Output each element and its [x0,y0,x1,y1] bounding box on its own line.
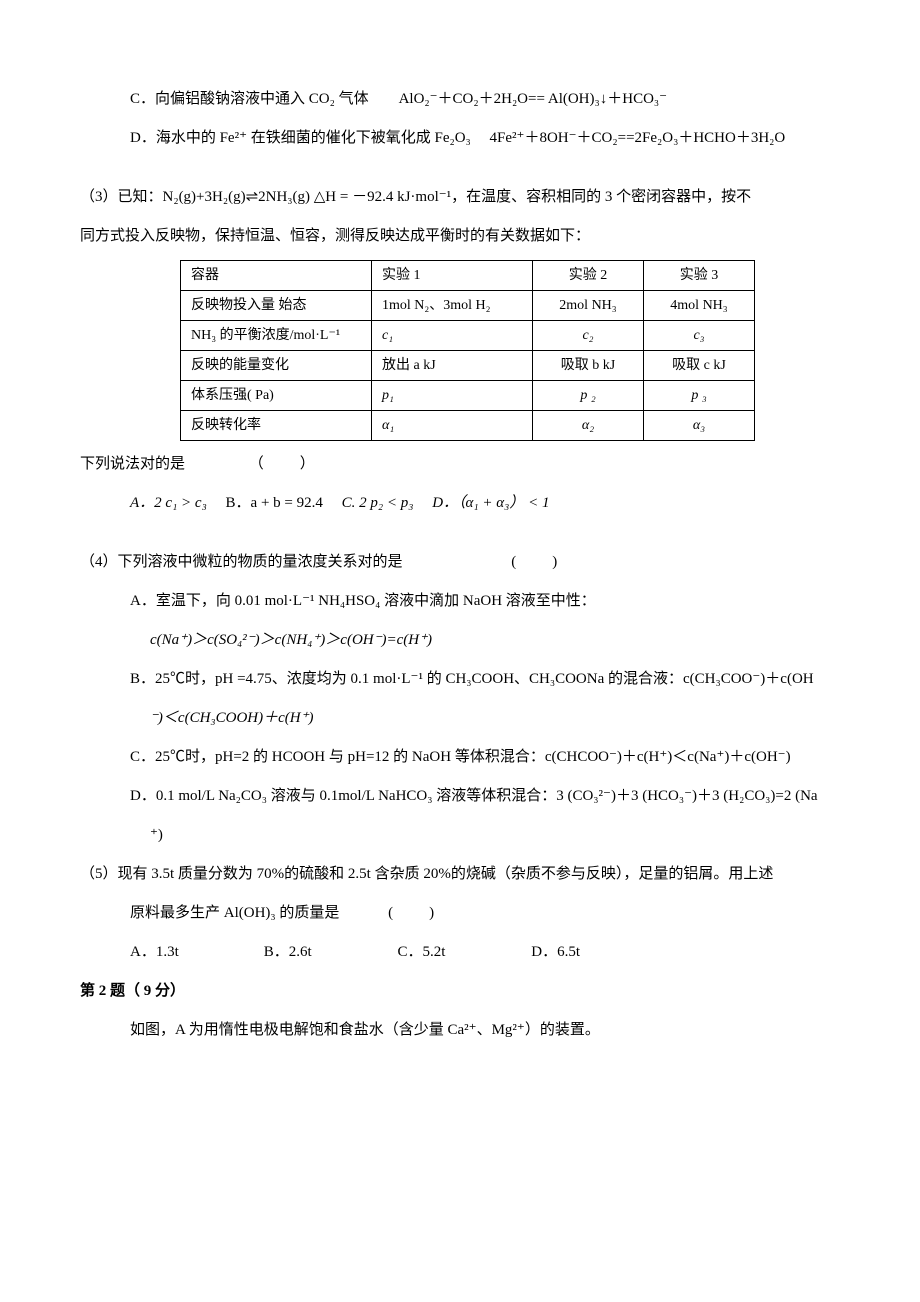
q3-option-b: B．a + b = 92.4 [226,484,323,523]
q3-options: A．2 c₁ > c₃ B．a + b = 92.4 C. 2 p₂ < p₃ … [80,484,840,523]
table-cell: 反映物投入量 始态 [181,291,372,321]
q3-option-a: A．2 c₁ > c₃ [130,484,207,523]
table-cell: p ₂ [533,381,644,411]
q5-option-c: C．5.2t [398,933,528,972]
section-2-body: 如图，A 为用惰性电极电解饱和食盐水（含少量 Ca²⁺、Mg²⁺）的装置。 [80,1011,840,1050]
option-d: D．海水中的 Fe²⁺ 在铁细菌的催化下被氧化成 Fe₂O₃ 4Fe²⁺＋8OH… [80,119,840,158]
q5-line2-text: 原料最多生产 Al(OH)₃ 的质量是 [130,905,339,921]
q4-option-d-line1: D．0.1 mol/L Na₂CO₃ 溶液与 0.1mol/L NaHCO₃ 溶… [80,777,840,816]
equilibrium-table: 容器 实验 1 实验 2 实验 3 反映物投入量 始态 1mol N₂、3mol… [180,260,755,441]
table-cell: p₁ [372,381,533,411]
table-cell: 实验 2 [533,261,644,291]
table-cell: 反映的能量变化 [181,351,372,381]
q3-intro-line1: （3）已知：N₂(g)+3H₂(g)⇌2NH₃(g) △H = －92.4 kJ… [80,178,840,217]
table-cell: c₂ [533,321,644,351]
q4-option-b-line1: B．25℃时，pH =4.75、浓度均为 0.1 mol·L⁻¹ 的 CH₃CO… [80,660,840,699]
q5-line2: 原料最多生产 Al(OH)₃ 的质量是 ( ) [80,894,840,933]
table-cell: NH₃ 的平衡浓度/mol·L⁻¹ [181,321,372,351]
q3-option-c: C. 2 p₂ < p₃ [342,484,414,523]
q5-option-d: D．6.5t [531,933,661,972]
q5-option-b: B．2.6t [264,933,394,972]
table-cell: c₃ [644,321,755,351]
table-cell: 1mol N₂、3mol H₂ [372,291,533,321]
q3-option-d: D．（α₁ + α₃） < 1 [432,484,549,523]
q4-option-c: C．25℃时，pH=2 的 HCOOH 与 pH=12 的 NaOH 等体积混合… [80,738,840,777]
table-cell: 反映转化率 [181,411,372,441]
table-cell: α₃ [644,411,755,441]
q4-option-d-line2: ⁺) [80,816,840,855]
option-c: C．向偏铝酸钠溶液中通入 CO₂ 气体 AlO₂⁻＋CO₂＋2H₂O== Al(… [80,80,840,119]
q3-intro-line2: 同方式投入反映物，保持恒温、恒容，测得反映达成平衡时的有关数据如下： [80,217,840,256]
table-cell: 体系压强( Pa) [181,381,372,411]
table-cell: c₁ [372,321,533,351]
q5-option-a: A．1.3t [130,933,260,972]
answer-paren: ( ) [388,905,436,921]
q4-option-a-line2: c(Na⁺)＞c(SO₄²⁻)＞c(NH₄⁺)＞c(OH⁻)=c(H⁺) [80,621,840,660]
table-cell: α₁ [372,411,533,441]
q4-intro: （4）下列溶液中微粒的物质的量浓度关系对的是 ( ) [80,543,840,582]
answer-paren: ( ) [511,554,559,570]
table-cell: p ₃ [644,381,755,411]
q3-prompt: 下列说法对的是 （ ） [80,445,840,484]
q4-option-a-line1: A．室温下，向 0.01 mol·L⁻¹ NH₄HSO₄ 溶液中滴加 NaOH … [80,582,840,621]
q5-line1: （5）现有 3.5t 质量分数为 70%的硫酸和 2.5t 含杂质 20%的烧碱… [80,855,840,894]
q5-options: A．1.3t B．2.6t C．5.2t D．6.5t [80,933,840,972]
table-cell: 放出 a kJ [372,351,533,381]
q4-option-b-line2: ⁻)＜c(CH₃COOH)＋c(H⁺) [80,699,840,738]
answer-paren: （ ） [249,456,317,472]
table-cell: 容器 [181,261,372,291]
q4-intro-text: （4）下列溶液中微粒的物质的量浓度关系对的是 [80,554,403,570]
table-cell: 吸取 b kJ [533,351,644,381]
table-cell: 4mol NH₃ [644,291,755,321]
table-cell: 吸取 c kJ [644,351,755,381]
section-2-title: 第 2 题（ 9 分） [80,972,840,1011]
table-cell: 实验 1 [372,261,533,291]
table-cell: 实验 3 [644,261,755,291]
q3-prompt-text: 下列说法对的是 [80,456,185,472]
table-cell: 2mol NH₃ [533,291,644,321]
table-cell: α₂ [533,411,644,441]
